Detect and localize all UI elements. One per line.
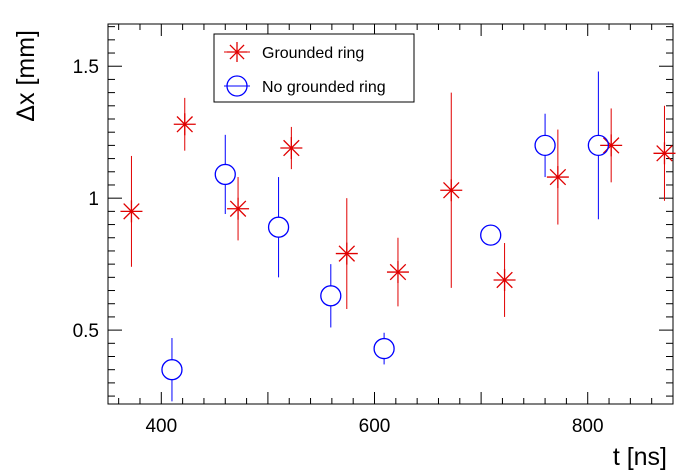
- legend-entry-1: Grounded ring: [224, 42, 364, 62]
- y-axis-ticks: 0.5 1 1.5: [73, 26, 673, 397]
- y-tick-label: 1: [88, 189, 99, 210]
- data-point: [546, 129, 569, 225]
- asterisk-marker: [335, 242, 358, 265]
- y-axis-title: Δx [mm]: [12, 30, 40, 122]
- data-point: [373, 332, 395, 365]
- circle-marker: [214, 163, 236, 186]
- x-tick-label: 400: [145, 416, 177, 437]
- asterisk-stroke: [229, 44, 245, 60]
- asterisk-marker: [280, 137, 303, 160]
- axes: 400 600 800 0.5 1 1.5: [73, 24, 674, 437]
- data-point: [386, 237, 409, 307]
- plot-frame: [107, 23, 674, 405]
- legend-circle-marker: [226, 75, 248, 97]
- data-point: [480, 224, 502, 246]
- circle-marker: [587, 134, 610, 157]
- asterisk-stroke: [549, 168, 567, 186]
- data-point: [534, 113, 556, 178]
- data-point: [214, 134, 236, 214]
- asterisk-marker: [600, 134, 623, 157]
- data-point: [600, 108, 623, 183]
- asterisk-stroke: [283, 139, 300, 157]
- legend-box: [213, 33, 415, 103]
- asterisk-marker: [546, 166, 569, 189]
- legend-label: Grounded ring: [262, 45, 364, 62]
- data-point: [227, 177, 250, 241]
- legend-label: No grounded ring: [262, 79, 386, 96]
- x-tick-label: 600: [359, 416, 391, 437]
- series-1: [120, 92, 676, 317]
- legend-entry-2: No grounded ring: [224, 75, 386, 97]
- series-layer: [120, 71, 676, 402]
- data-point: [173, 97, 196, 151]
- asterisk-stroke: [338, 245, 356, 262]
- y-tick-label: 1.5: [73, 57, 99, 78]
- circle-marker: [534, 134, 556, 157]
- data-point: [653, 105, 676, 201]
- asterisk-marker: [173, 113, 196, 136]
- legend-asterisk-marker: [227, 42, 247, 62]
- legend: Grounded ring No grounded ring: [213, 33, 415, 103]
- data-point: [587, 71, 610, 220]
- data-point: [267, 177, 290, 278]
- y-tick-label: 0.5: [73, 321, 99, 342]
- circle-marker: [480, 224, 502, 246]
- x-tick-label: 800: [572, 416, 604, 437]
- data-point: [120, 155, 143, 267]
- asterisk-marker: [227, 197, 250, 220]
- asterisk-stroke: [229, 200, 247, 217]
- asterisk-marker: [386, 261, 409, 284]
- data-point: [320, 264, 342, 328]
- circle-marker: [320, 285, 342, 307]
- asterisk-stroke: [389, 263, 407, 281]
- x-axis-ticks: 400 600 800: [118, 24, 674, 437]
- asterisk-marker: [440, 179, 463, 202]
- x-axis-title: t [ns]: [613, 443, 667, 471]
- data-point: [440, 92, 463, 288]
- circle-marker: [161, 359, 183, 381]
- asterisk-marker: [653, 142, 676, 165]
- series-2: [161, 71, 610, 402]
- asterisk-stroke: [602, 137, 620, 154]
- circle-marker: [373, 337, 395, 360]
- asterisk-marker: [120, 200, 143, 223]
- asterisk-stroke: [176, 116, 193, 133]
- circle-marker: [267, 216, 290, 238]
- data-point: [280, 126, 303, 170]
- asterisk-stroke: [496, 271, 513, 289]
- legend-entries: Grounded ring No grounded ring: [224, 42, 386, 97]
- asterisk-marker: [493, 268, 516, 291]
- asterisk-stroke: [656, 145, 673, 162]
- asterisk-stroke: [443, 182, 460, 199]
- asterisk-stroke: [123, 203, 140, 220]
- data-point: [493, 243, 516, 317]
- data-point: [161, 338, 183, 402]
- data-point: [335, 198, 358, 309]
